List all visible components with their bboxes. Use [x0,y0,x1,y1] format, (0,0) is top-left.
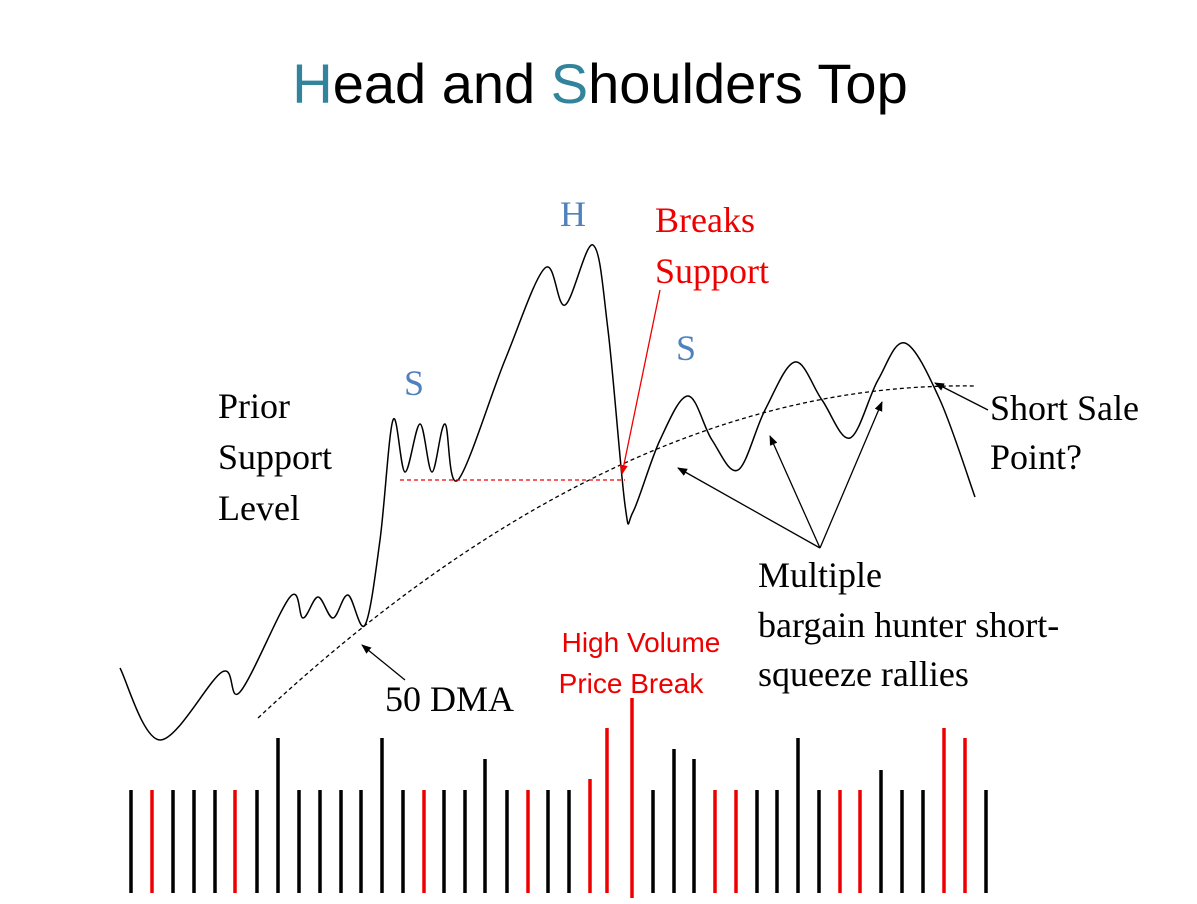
rallies-label: squeeze rallies [758,654,969,694]
arrow [619,289,661,475]
arrow [361,644,406,681]
dma-curve [257,385,976,719]
rallies-label: bargain hunter short- [758,605,1059,645]
breaks-label: Support [655,251,769,291]
volume-label: Price Break [559,668,705,699]
title-part: ead and [333,52,551,115]
price-curve [119,244,976,741]
arrow [819,401,883,549]
head-label: H [560,194,586,234]
dma-label: 50 DMA [385,679,514,719]
shoulder-label: S [676,328,696,368]
short-sale-label: Point? [990,437,1082,477]
prior-label: Level [218,488,300,528]
prior-label: Prior [218,386,290,426]
volume-bars [129,698,988,898]
arrow [769,435,821,549]
prior-label: Support [218,437,332,477]
shoulder-label: S [404,363,424,403]
title: Head and Shoulders Top [292,52,907,115]
breaks-label: Breaks [655,200,755,240]
title-letter: H [292,52,332,115]
short-sale-label: Short Sale [990,388,1139,428]
volume-label: High Volume [562,627,721,658]
arrow [934,382,989,411]
rallies-label: Multiple [758,555,882,595]
title-letter: S [551,52,588,115]
title-part: houlders Top [588,52,908,115]
arrow [677,467,821,549]
